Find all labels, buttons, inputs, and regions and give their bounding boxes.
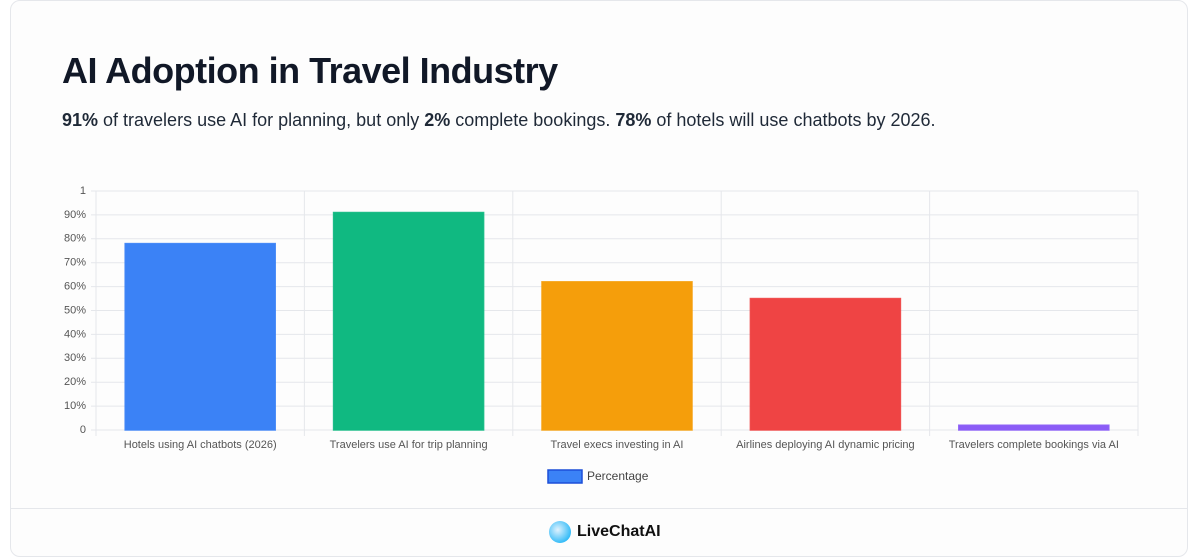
footer-divider <box>11 508 1187 509</box>
subtitle-segment: complete bookings. <box>450 110 616 130</box>
y-tick-label: 60% <box>64 281 86 293</box>
y-tick-label: 1 <box>80 185 86 197</box>
subtitle-segment: 91% <box>62 110 99 130</box>
x-tick-label: Hotels using AI chatbots (2026) <box>124 439 277 451</box>
x-tick-label: Travelers complete bookings via AI <box>949 439 1119 451</box>
subtitle-segment: 2% <box>424 110 451 130</box>
legend-label: Percentage <box>587 469 649 483</box>
legend-swatch <box>547 469 583 484</box>
bar <box>124 242 276 431</box>
y-tick-label: 80% <box>64 233 86 245</box>
y-tick-label: 70% <box>64 257 86 269</box>
y-tick-label: 20% <box>64 376 86 388</box>
x-tick-label: Airlines deploying AI dynamic pricing <box>736 439 915 451</box>
y-tick-label: 40% <box>64 328 86 340</box>
x-tick-label: Travelers use AI for trip planning <box>330 439 488 451</box>
chart-title: AI Adoption in Travel Industry <box>62 50 558 91</box>
y-tick-label: 30% <box>64 352 86 364</box>
bar <box>332 211 485 431</box>
y-tick-label: 50% <box>64 304 86 316</box>
brand-logo <box>549 521 571 543</box>
subtitle-segment: of hotels will use chatbots by 2026. <box>651 110 936 130</box>
x-tick-label: Travel execs investing in AI <box>551 439 684 451</box>
y-tick-label: 90% <box>64 209 86 221</box>
bar <box>749 297 902 431</box>
chart-subtitle: 91% of travelers use AI for planning, bu… <box>62 110 936 131</box>
brand-name: LiveChatAI <box>577 523 661 540</box>
bar <box>541 281 693 431</box>
bar <box>958 424 1110 431</box>
subtitle-segment: of travelers use AI for planning, but on… <box>98 110 425 130</box>
y-tick-label: 10% <box>64 400 86 412</box>
y-tick-label: 0 <box>80 424 86 436</box>
subtitle-segment: 78% <box>615 110 652 130</box>
